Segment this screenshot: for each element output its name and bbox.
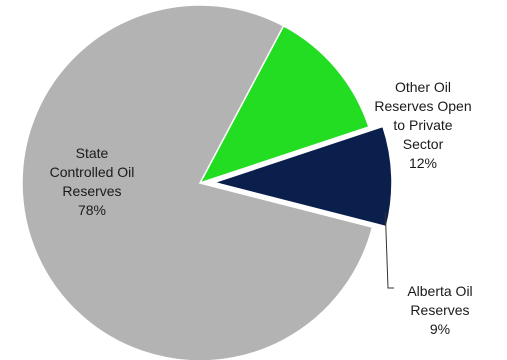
slice-labels: Other Oil Reserves Open to Private Sector 12…	[50, 79, 473, 337]
slice-label-2: State Controlled Oil Reserves 78%	[50, 145, 135, 218]
pie-slices	[21, 4, 393, 360]
pie-slice-2	[21, 4, 374, 360]
leader-line-1	[384, 212, 394, 289]
leader-lines	[384, 212, 394, 289]
pie-slice-0	[198, 24, 370, 185]
pie-slice-1	[211, 125, 393, 228]
slice-label-1: Alberta Oil Reserves 9%	[407, 283, 472, 337]
slice-label-0: Other Oil Reserves Open to Private Sector 12…	[374, 79, 471, 171]
